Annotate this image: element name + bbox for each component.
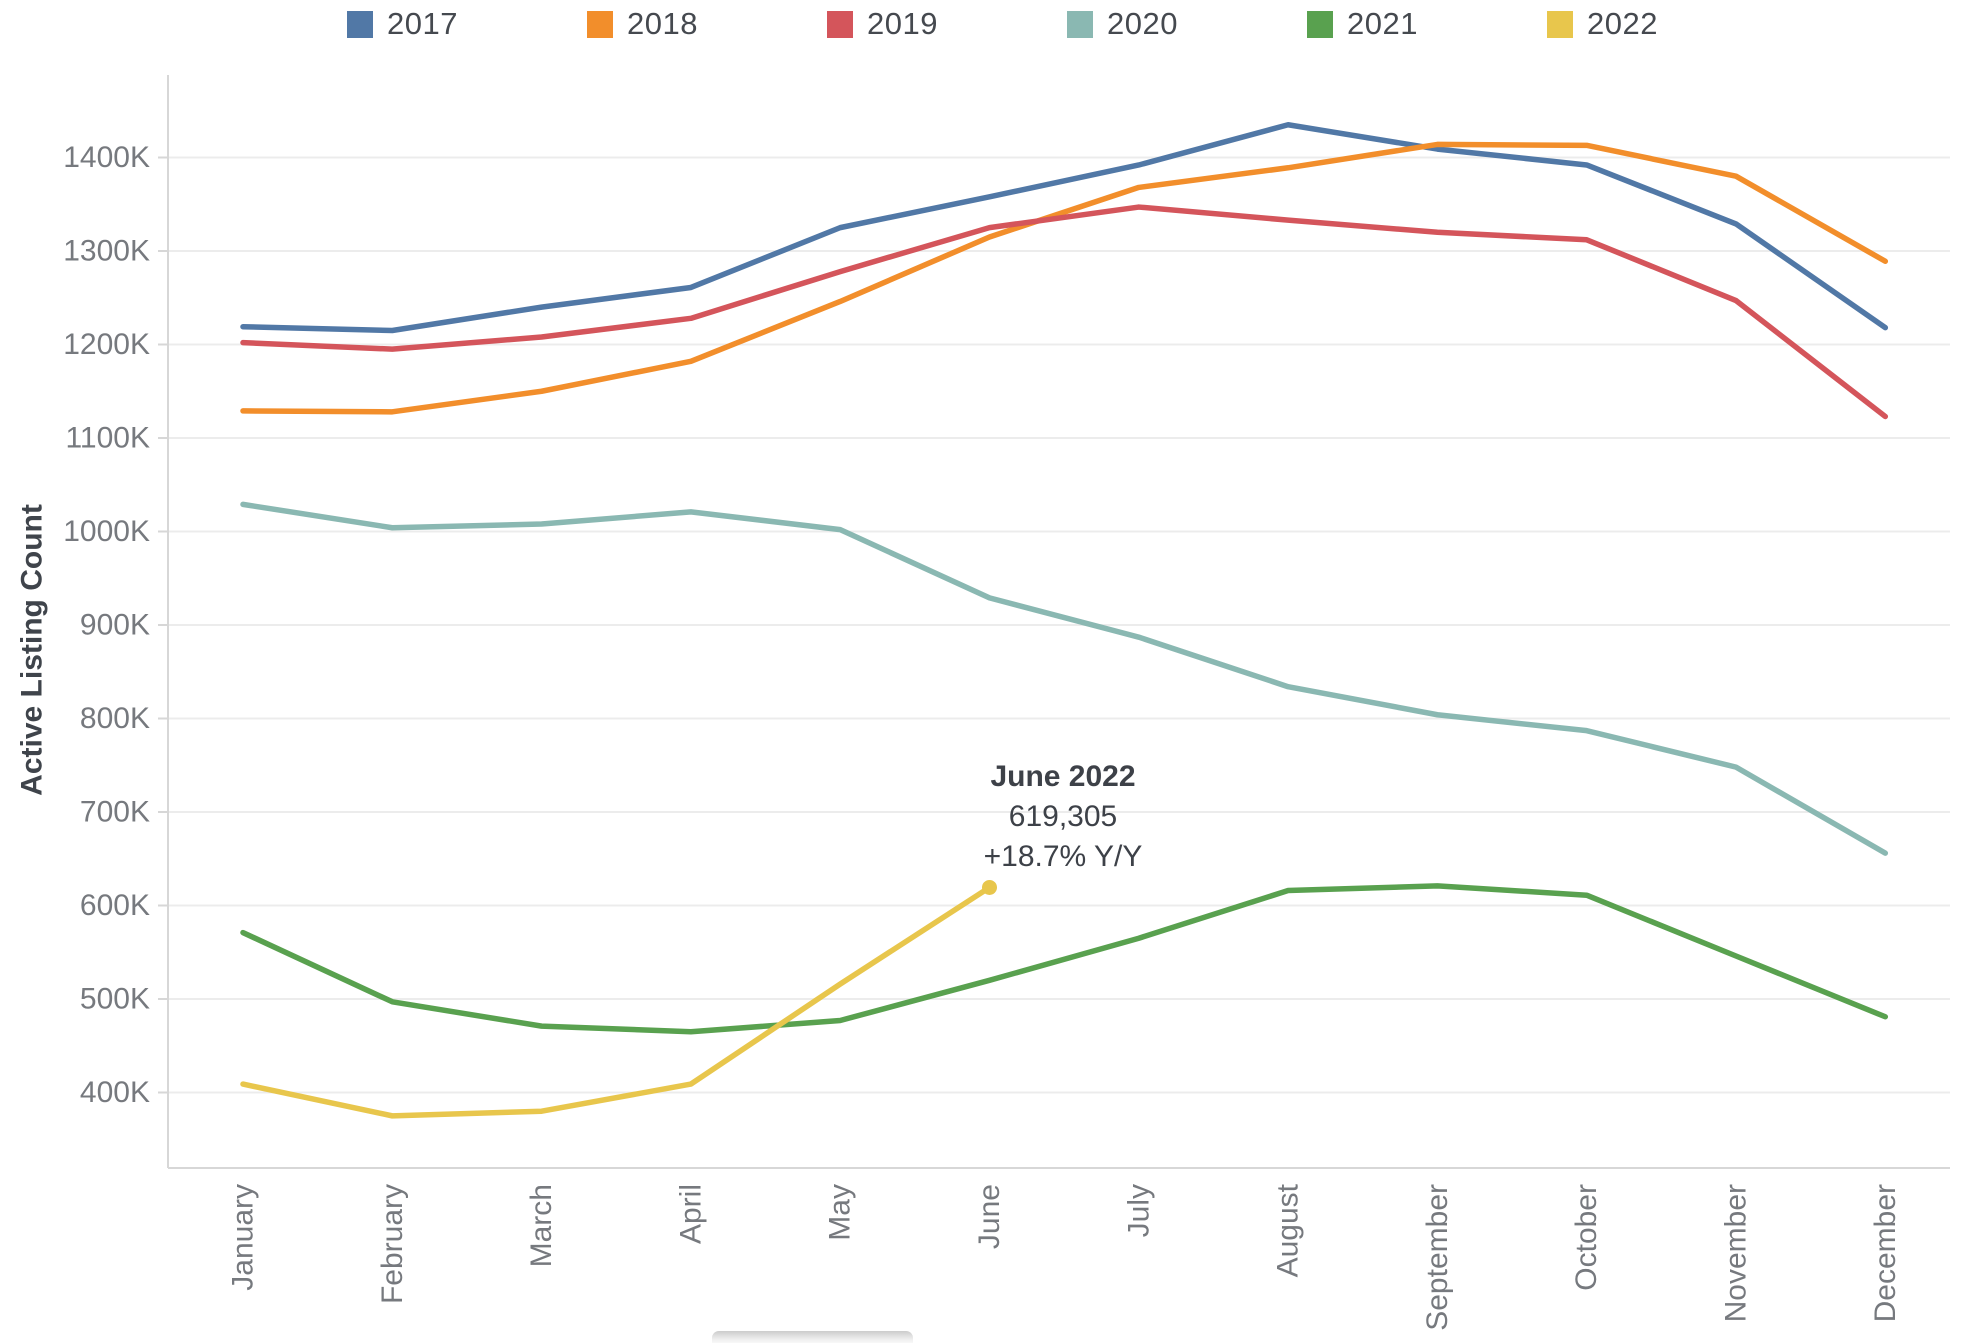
y-tick-label: 500K	[80, 983, 150, 1016]
y-tick-label: 1100K	[65, 422, 150, 455]
x-tick-label: March	[525, 1184, 558, 1267]
bottom-pill[interactable]	[712, 1331, 913, 1343]
y-tick-label: 400K	[80, 1076, 150, 1109]
legend-color-swatch-2019	[827, 10, 853, 38]
legend-item-2017[interactable]: 2017	[347, 6, 458, 42]
legend-label-2018: 2018	[627, 6, 698, 41]
y-tick-label: 700K	[80, 796, 150, 829]
legend-item-2019[interactable]: 2019	[827, 6, 938, 42]
legend-label-2019: 2019	[867, 6, 938, 41]
legend-item-2020[interactable]: 2020	[1067, 6, 1178, 42]
x-tick-label: November	[1720, 1184, 1753, 1322]
annotation-title: June 2022	[990, 760, 1136, 793]
legend-color-swatch-2021	[1307, 10, 1333, 38]
y-tick-label: 600K	[80, 889, 150, 922]
legend-label-2017: 2017	[387, 6, 458, 41]
legend-item-2021[interactable]: 2021	[1307, 6, 1418, 42]
x-tick-label: February	[376, 1184, 409, 1304]
y-tick-label: 1000K	[63, 515, 150, 548]
series-line-2020[interactable]	[240, 501, 1889, 856]
y-tick-label: 1400K	[63, 141, 150, 174]
series-line-2022[interactable]	[240, 884, 993, 1119]
x-tick-label: July	[1122, 1184, 1155, 1237]
x-tick-label: June	[973, 1184, 1006, 1249]
x-tick-label: October	[1570, 1184, 1603, 1291]
series-end-marker-2022[interactable]	[982, 879, 997, 895]
legend-color-swatch-2017	[347, 10, 373, 38]
legend-label-2022: 2022	[1587, 6, 1658, 41]
legend-color-swatch-2018	[587, 10, 613, 38]
legend-color-swatch-2022	[1547, 10, 1573, 38]
series-line-2018[interactable]	[240, 141, 1889, 415]
y-tick-label: 1300K	[63, 235, 150, 268]
x-tick-label: December	[1869, 1184, 1902, 1322]
june-2022-annotation: June 2022 619,305 +18.7% Y/Y	[984, 757, 1143, 877]
y-tick-label: 800K	[80, 702, 150, 735]
legend-color-swatch-2020	[1067, 10, 1093, 38]
legend-item-2022[interactable]: 2022	[1547, 6, 1658, 42]
x-tick-label: August	[1272, 1183, 1305, 1277]
x-tick-label: September	[1421, 1184, 1454, 1331]
y-tick-label: 1200K	[63, 328, 150, 361]
x-tick-label: April	[674, 1184, 707, 1244]
legend-label-2020: 2020	[1107, 6, 1178, 41]
x-tick-label: January	[227, 1184, 260, 1291]
annotation-delta: +18.7% Y/Y	[983, 840, 1143, 873]
x-tick-label: May	[824, 1184, 857, 1241]
series-line-2021[interactable]	[240, 883, 1889, 1035]
y-tick-label: 900K	[80, 609, 150, 642]
annotation-value: 619,305	[1008, 800, 1118, 833]
chart-legend: 2017 2018 2019 2020 2021 2022	[0, 6, 1966, 50]
y-axis-title: Active Listing Count	[16, 504, 49, 796]
legend-item-2018[interactable]: 2018	[587, 6, 698, 42]
legend-label-2021: 2021	[1347, 6, 1418, 41]
series-line-2019[interactable]	[240, 204, 1889, 420]
series-line-2017[interactable]	[240, 122, 1889, 334]
